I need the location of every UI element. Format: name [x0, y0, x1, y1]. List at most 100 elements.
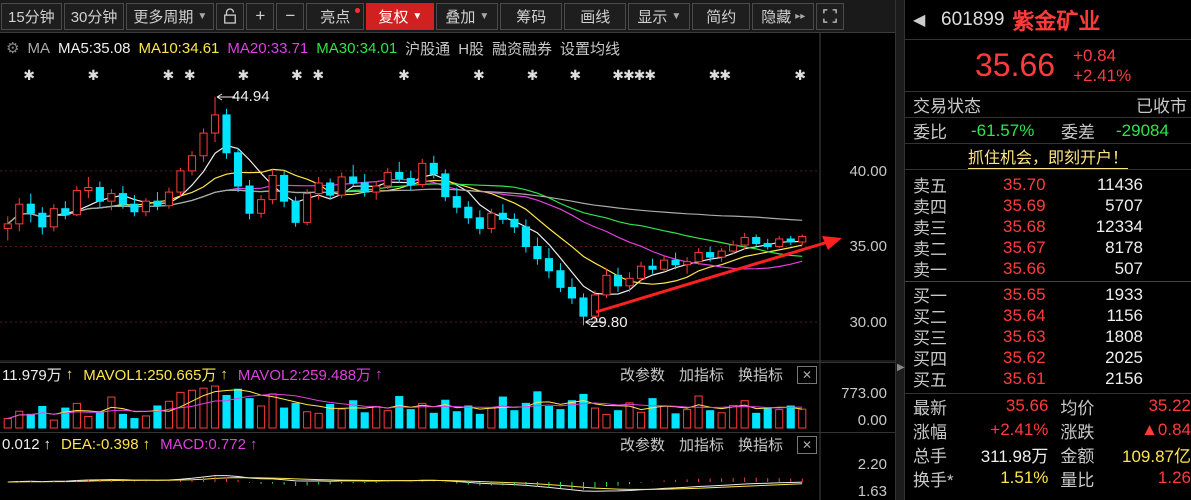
candle-body [3, 223, 12, 229]
macd-value: MACD:0.772 [160, 436, 246, 453]
set-ma-dropdown[interactable]: 设置均线 [560, 40, 621, 58]
display-label: 显示 [637, 8, 668, 26]
price-axis-label: 30.00 [849, 314, 887, 331]
candle [153, 192, 162, 211]
chips-button[interactable]: 筹码 [500, 2, 563, 30]
book-price: 35.61 [1003, 368, 1046, 388]
zoom-out-icon[interactable]: − [276, 2, 305, 30]
close-icon[interactable]: ✕ [797, 435, 817, 454]
volume-bar [210, 385, 220, 429]
book-volume: 1156 [1106, 305, 1143, 325]
stat-value: 311.98万 [980, 446, 1049, 466]
stat-label: 量比 [1060, 470, 1095, 490]
display-dropdown[interactable]: 显示 ▼ [628, 2, 691, 30]
volume-bar [26, 413, 35, 429]
settings-icon[interactable]: ⚙ [6, 40, 20, 57]
volume-bar [303, 411, 312, 429]
candle [602, 269, 611, 298]
candle [683, 257, 692, 274]
macd-add-indicator-button[interactable]: 加指标 [678, 437, 724, 454]
candle-body [625, 277, 634, 287]
prev-stock-icon[interactable]: ◀ [913, 11, 926, 29]
diff-value: -29084 [1116, 120, 1169, 140]
stock-code: 601899 [941, 8, 1005, 30]
candle-body [498, 212, 507, 220]
volume-bar [671, 413, 680, 429]
candle-body [464, 206, 473, 219]
volume-params-button[interactable]: 改参数 [619, 367, 665, 384]
volume-bar [775, 409, 784, 429]
volume-add-indicator-button[interactable]: 加指标 [678, 367, 724, 384]
highlight-button[interactable]: 亮点 [306, 2, 365, 30]
candle [590, 290, 600, 321]
event-marker-icon: ✱ [473, 68, 485, 84]
candle [257, 195, 266, 218]
more-periods-dropdown[interactable]: 更多周期 ▼ [126, 2, 215, 30]
macd-swap-indicator-button[interactable]: 换指标 [737, 437, 783, 454]
candle [199, 128, 208, 162]
overlay-dropdown[interactable]: 叠加 ▼ [436, 2, 499, 30]
candle-body [706, 252, 715, 258]
candle-body [556, 270, 565, 288]
volume-bar [510, 410, 519, 429]
candle-body [72, 190, 81, 216]
event-marker-icon: ✱ [237, 68, 249, 84]
period-30min-button[interactable]: 30分钟 [63, 2, 125, 30]
low-annotation: 29.80 [590, 314, 628, 331]
volume-bar [349, 400, 358, 429]
volume-bar [107, 396, 116, 429]
stats-row: 总手 311.98万 金额 109.87亿 [905, 442, 1191, 466]
draw-line-button[interactable]: 画线 [564, 2, 627, 30]
order-book-row: 买二 35.64 1156 [905, 305, 1191, 328]
candle-body [176, 170, 185, 193]
panel-divider[interactable]: ▶ [895, 0, 905, 500]
ma-indicator-bar: ⚙ MA MA5:35.08 MA10:34.61 MA20:33.71 MA3… [0, 35, 895, 61]
volume-bar [590, 407, 600, 429]
zoom-in-icon[interactable]: + [246, 2, 275, 30]
macd-params-button[interactable]: 改参数 [619, 437, 665, 454]
order-book-row: 卖五 35.70 11436 [905, 174, 1191, 197]
candle-body [418, 162, 427, 186]
candle-body [648, 265, 657, 270]
collapse-arrow-icon[interactable]: ▶ [897, 362, 905, 373]
candle-body [199, 132, 208, 157]
candle [49, 204, 58, 232]
close-icon[interactable]: ✕ [797, 365, 817, 384]
adjust-dropdown[interactable]: 复权 ▼ [366, 2, 435, 30]
candle [441, 169, 450, 202]
period-15min-button[interactable]: 15分钟 [1, 2, 62, 30]
candle [510, 213, 519, 233]
order-book: 卖五 35.70 11436 卖四 35.69 5707 卖三 35.68 12334 卖二 35.… [905, 170, 1191, 394]
margin-toggle[interactable]: 融资融券 [492, 40, 553, 58]
book-price: 35.68 [1003, 216, 1046, 236]
fullscreen-icon[interactable] [816, 2, 845, 30]
price-annotations [216, 93, 842, 326]
open-account-banner[interactable]: 抓住机会，即刻开户！ [905, 144, 1191, 170]
hide-button[interactable]: 隐藏 ▸▸ [752, 2, 815, 30]
stat-label: 总手 [913, 446, 947, 466]
book-level-label: 卖四 [913, 198, 947, 217]
candle [222, 108, 231, 159]
candle-body [602, 274, 611, 296]
lock-icon[interactable] [216, 2, 245, 30]
candle [303, 189, 312, 226]
status-row: 交易状态 已收市 [905, 92, 1191, 118]
volume-bar [314, 412, 323, 429]
candle [740, 232, 749, 250]
event-marker-icon: ✱ [623, 68, 635, 84]
stat-label: 金额 [1060, 446, 1095, 466]
simple-mode-button[interactable]: 简约 [692, 2, 751, 30]
candle-body [533, 246, 542, 260]
kline-chart[interactable]: ✱ ✱ ✱ ✱ ✱ ✱ ✱ ✱ ✱ ✱ ✱ ✱✱✱✱ ✱✱ ✱ 40.00 35.00 30.00 773… [0, 0, 895, 500]
hgt-toggle[interactable]: 沪股通 [405, 40, 451, 58]
book-volume: 12334 [1095, 216, 1143, 236]
volume-bar [533, 391, 542, 429]
hshare-toggle[interactable]: H股 [458, 40, 485, 58]
candle-body [38, 212, 47, 228]
volume-bar [176, 391, 185, 429]
candle-body [245, 185, 254, 214]
volume-bar [475, 413, 484, 429]
candle-body [786, 238, 795, 243]
chevron-down-icon: ▼ [671, 10, 682, 22]
volume-swap-indicator-button[interactable]: 换指标 [737, 367, 783, 384]
